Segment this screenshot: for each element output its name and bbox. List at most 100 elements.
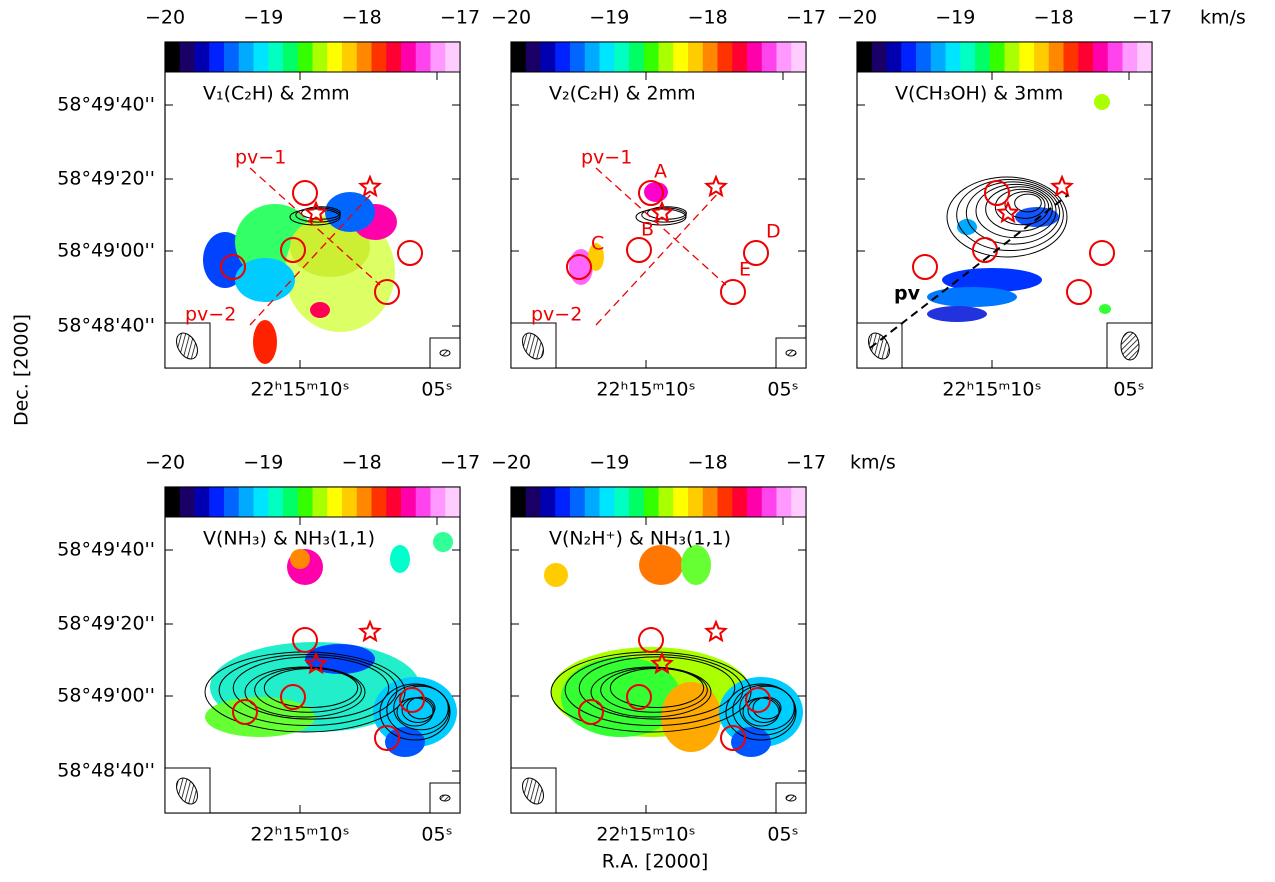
x-tick-label: 22ʰ15ᵐ10ˢ: [596, 824, 695, 846]
colorbar-cell: [224, 487, 240, 517]
colorbar-tick-label: −19: [243, 7, 283, 29]
colorbar-cell: [871, 42, 887, 72]
colorbar-tick-label: −17: [786, 7, 826, 29]
y-tick-label: 58°49'40'': [57, 94, 155, 116]
core-circle: [280, 684, 306, 710]
source-star: [704, 174, 728, 198]
x-axis-label: R.A. [2000]: [602, 851, 709, 873]
panel-title: V(CH₃OH) & 3mm: [895, 83, 1063, 105]
colorbar-cell: [629, 42, 645, 72]
colorbar-cell: [702, 42, 718, 72]
beam-box: [164, 322, 211, 369]
colorbar-cell: [629, 487, 645, 517]
colorbar-cell: [584, 487, 600, 517]
y-tick-label: 58°49'00'': [57, 240, 155, 262]
core-circle: [280, 237, 306, 263]
emission: [639, 545, 683, 585]
contour: [975, 183, 1057, 239]
annotation: B: [641, 219, 654, 241]
emission: [310, 302, 330, 318]
colorbar-cell: [268, 42, 284, 72]
emission: [1099, 304, 1111, 314]
colorbar-frame: [510, 486, 807, 518]
colorbar-cell: [386, 487, 402, 517]
x-tick-label: 22ʰ15ᵐ10ˢ: [250, 379, 349, 401]
contour: [393, 685, 449, 731]
contour: [254, 667, 362, 713]
colorbar-cell: [179, 487, 195, 517]
colorbar-cell: [401, 42, 417, 72]
contour: [244, 666, 366, 718]
colorbar-cell: [688, 42, 704, 72]
source-star: [358, 619, 382, 643]
colorbar-cell: [386, 42, 402, 72]
colorbar-cell: [599, 487, 615, 517]
colorbar-cell: [584, 42, 600, 72]
colorbar-cell: [747, 42, 763, 72]
pv-cut: [249, 189, 376, 326]
source-star: [704, 619, 728, 643]
contour: [739, 685, 795, 731]
colorbar-cell: [747, 487, 763, 517]
x-tick-label: 22ʰ15ᵐ10ˢ: [942, 379, 1041, 401]
colorbar-tick-label: −18: [688, 7, 728, 29]
colorbar-cell: [732, 42, 748, 72]
annotation: pv−2: [531, 304, 582, 326]
source-star: [650, 651, 674, 675]
source-star: [358, 174, 382, 198]
core-circle: [720, 279, 746, 305]
core-circle: [626, 237, 652, 263]
colorbar-cell: [658, 487, 674, 517]
colorbar-tick-label: −17: [440, 452, 480, 474]
colorbar-cell: [312, 487, 328, 517]
colorbar-cell: [857, 42, 873, 72]
colorbar-cell: [401, 487, 417, 517]
contour: [232, 656, 390, 720]
core-circle: [626, 684, 652, 710]
colorbar-cell: [599, 42, 615, 72]
contour: [564, 653, 744, 727]
colorbar-tick-label: −18: [688, 452, 728, 474]
core-circle: [743, 240, 769, 266]
colorbar-cell: [283, 487, 299, 517]
colorbar-cell: [791, 487, 807, 517]
colorbar-cell: [688, 487, 704, 517]
colorbar-tick-label: −18: [342, 452, 382, 474]
contour: [752, 696, 782, 720]
source-star: [304, 200, 328, 224]
core-circle: [399, 687, 425, 713]
colorbar-cell: [960, 42, 976, 72]
core-circle: [374, 279, 400, 305]
core-circle: [578, 699, 604, 725]
emission: [544, 563, 568, 587]
colorbar-cell: [165, 42, 181, 72]
x-tick-label: 05ˢ: [1113, 379, 1144, 401]
contour: [379, 683, 451, 741]
emission: [661, 682, 721, 752]
pv-cut: [869, 194, 1069, 349]
contour: [985, 186, 1053, 232]
colorbar-cell: [658, 42, 674, 72]
core-circle: [1066, 279, 1092, 305]
colorbar-cell: [371, 487, 387, 517]
colorbar-frame: [164, 486, 461, 518]
colorbar-tick-label: −20: [491, 452, 531, 474]
colorbar-cell: [356, 487, 372, 517]
annotation: A: [654, 161, 667, 183]
colorbar-cell: [268, 487, 284, 517]
colorbar-cell: [776, 42, 792, 72]
colorbar-cell: [717, 487, 733, 517]
colorbar-cell: [525, 487, 541, 517]
annotation: pv−1: [235, 147, 286, 169]
emission: [681, 545, 711, 585]
colorbar-cell: [430, 487, 446, 517]
y-tick-label: 58°49'40'': [57, 539, 155, 561]
annotation: pv−2: [185, 304, 236, 326]
contour: [1004, 191, 1046, 219]
emission: [644, 182, 668, 202]
colorbar-tick-label: −17: [1132, 7, 1172, 29]
colorbar-tick-label: −19: [935, 7, 975, 29]
colorbar-cell: [194, 42, 210, 72]
colorbar-cell: [224, 42, 240, 72]
beam: [439, 794, 451, 802]
